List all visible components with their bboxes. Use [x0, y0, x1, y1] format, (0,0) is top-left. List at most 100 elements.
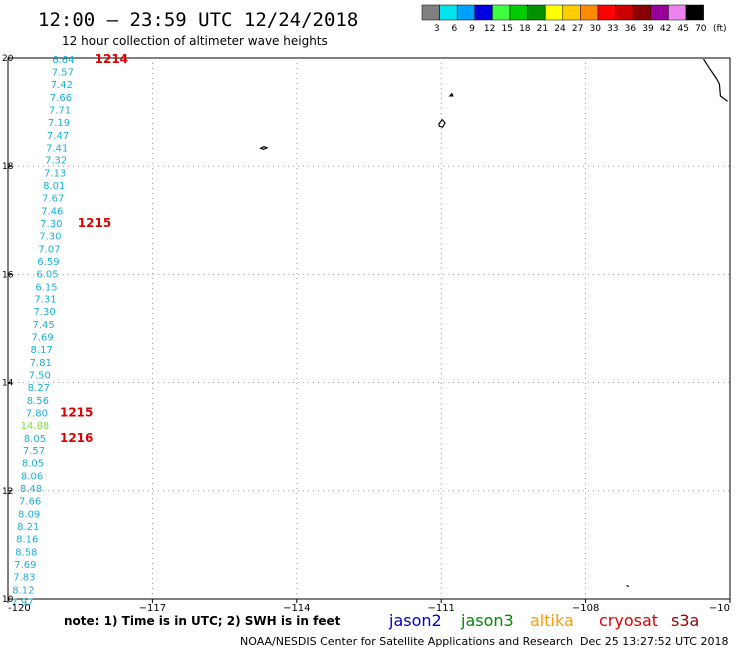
footer-timestamp: Dec 25 13:27:52 UTC 2018: [580, 635, 728, 648]
legend-swatch: [580, 4, 599, 21]
swh-value: 7.71: [49, 105, 71, 116]
legend-bin-label: 42: [660, 24, 671, 34]
swh-value: 7.46: [41, 207, 63, 218]
swh-value: 8.16: [16, 534, 38, 545]
swh-value: 7.69: [32, 333, 54, 344]
footer-credit: NOAA/NESDIS Center for Satellite Applica…: [240, 635, 573, 648]
legend-bin-label: 39: [642, 24, 654, 34]
swh-value: 7.30: [39, 231, 61, 242]
legend-swatch: [668, 4, 687, 21]
x-tick-label: -120: [8, 603, 31, 614]
swh-value: 8.48: [20, 484, 42, 495]
legend-bin-label: 36: [625, 24, 637, 34]
swh-value: 6.64: [52, 55, 74, 66]
swh-value: 7.66: [50, 93, 72, 104]
y-tick-label: 14: [2, 379, 14, 389]
legend-swatch: [439, 4, 458, 21]
satellite-cryosat: cryosat: [599, 611, 658, 630]
legend-bin-label: 24: [554, 24, 566, 34]
satellite-altika: altika: [530, 611, 574, 630]
pass-time: 1215: [78, 216, 111, 230]
swh-value: 7.30: [33, 307, 55, 318]
swh-value: 7.50: [29, 370, 51, 381]
swh-value: 7.32: [45, 156, 67, 167]
swh-value: 8.05: [22, 459, 44, 470]
footer-note: note: 1) Time is in UTC; 2) SWH is in fe…: [64, 614, 341, 628]
y-tick-label: 16: [2, 270, 14, 280]
y-tick-label: 12: [2, 487, 13, 497]
swh-value: 8.27: [28, 383, 50, 394]
island-d: [626, 584, 630, 588]
island-a: [259, 146, 269, 151]
swh-observations: 6.647.577.427.667.717.197.477.417.327.13…: [11, 55, 74, 609]
map-area: 6.647.577.427.667.717.197.477.417.327.13…: [2, 52, 731, 614]
lat-lon-grid: [8, 58, 730, 599]
swh-value: 6.59: [37, 257, 59, 268]
swh-value: 8.06: [21, 472, 43, 483]
x-tick-label: −114: [283, 603, 310, 614]
swh-value: 8.12: [12, 585, 34, 596]
swh-value: 8.58: [15, 547, 37, 558]
legend-bin-label: 33: [607, 24, 618, 34]
legend-swatch: [492, 4, 511, 21]
island-c: [438, 118, 446, 128]
swh-value: 7.31: [34, 295, 56, 306]
legend-bin-label: 27: [572, 24, 583, 34]
page-subtitle: 12 hour collection of altimeter wave hei…: [62, 34, 328, 48]
swh-value: 7.97: [11, 598, 33, 609]
swh-value: 7.69: [14, 560, 36, 571]
satellite-jason2: jason2: [388, 611, 442, 630]
swh-value: 8.05: [24, 434, 46, 445]
swh-value: 7.30: [40, 219, 62, 230]
legend-swatch: [421, 4, 440, 21]
swh-value: 7.66: [19, 497, 41, 508]
swh-value: 7.67: [42, 194, 64, 205]
swh-value: 14.88: [21, 421, 50, 432]
swh-value: 7.47: [47, 131, 69, 142]
swh-value: 7.13: [44, 169, 66, 180]
longitude-ticks: -120 −117 −114 −111 −108 −10: [7, 599, 731, 614]
legend-bin-label: 12: [484, 24, 495, 34]
pass-time-labels: 1214 1215 1215 1216: [60, 52, 128, 445]
legend-bin-label: 21: [537, 24, 548, 34]
y-tick-label: 10: [2, 595, 14, 605]
legend-swatch: [650, 4, 669, 21]
swh-value: 7.41: [46, 143, 68, 154]
swh-value: 7.80: [26, 408, 48, 419]
wave-height-legend: 3 6 9 12 15 18 21 24 27 30 33 36 39 42 45 70: [421, 4, 707, 34]
y-tick-label: 18: [2, 162, 14, 172]
swh-value: 7.81: [30, 358, 52, 369]
legend-bin-label: 6: [452, 24, 458, 34]
legend-bin-label: 3: [434, 24, 440, 34]
swh-value: 7.42: [51, 80, 73, 91]
x-tick-label: −111: [427, 603, 454, 614]
pass-time: 1215: [60, 405, 93, 419]
legend-bin-label: 9: [469, 24, 475, 34]
legend-bin-label: 45: [677, 24, 688, 34]
swh-value: 8.01: [43, 181, 65, 192]
x-tick-label: −10: [709, 603, 730, 614]
legend-swatch: [685, 4, 704, 21]
satellite-legend: jason2 jason3 altika cryosat s3a: [388, 611, 699, 630]
legend-bin-label: 15: [501, 24, 512, 34]
swh-value: 6.05: [36, 269, 58, 280]
legend-swatch: [544, 4, 564, 21]
legend-swatch: [456, 4, 476, 21]
pass-time: 1216: [60, 431, 93, 445]
legend-swatch: [527, 4, 546, 21]
legend-bin-label: 70: [695, 24, 707, 34]
x-tick-label: −108: [572, 603, 599, 614]
page-title: 12:00 – 23:59 UTC 12/24/2018: [38, 9, 358, 31]
island-b: [448, 92, 454, 97]
legend-swatch: [474, 4, 493, 21]
legend-bin-label: 30: [589, 24, 601, 34]
swh-value: 7.45: [32, 320, 54, 331]
swh-value: 8.21: [17, 522, 39, 533]
swh-value: 7.57: [52, 68, 74, 79]
pass-time: 1214: [95, 52, 128, 66]
swh-value: 8.09: [18, 510, 40, 521]
swh-value: 7.57: [23, 446, 45, 457]
y-tick-label: 20: [2, 54, 14, 64]
legend-swatch: [597, 4, 616, 21]
